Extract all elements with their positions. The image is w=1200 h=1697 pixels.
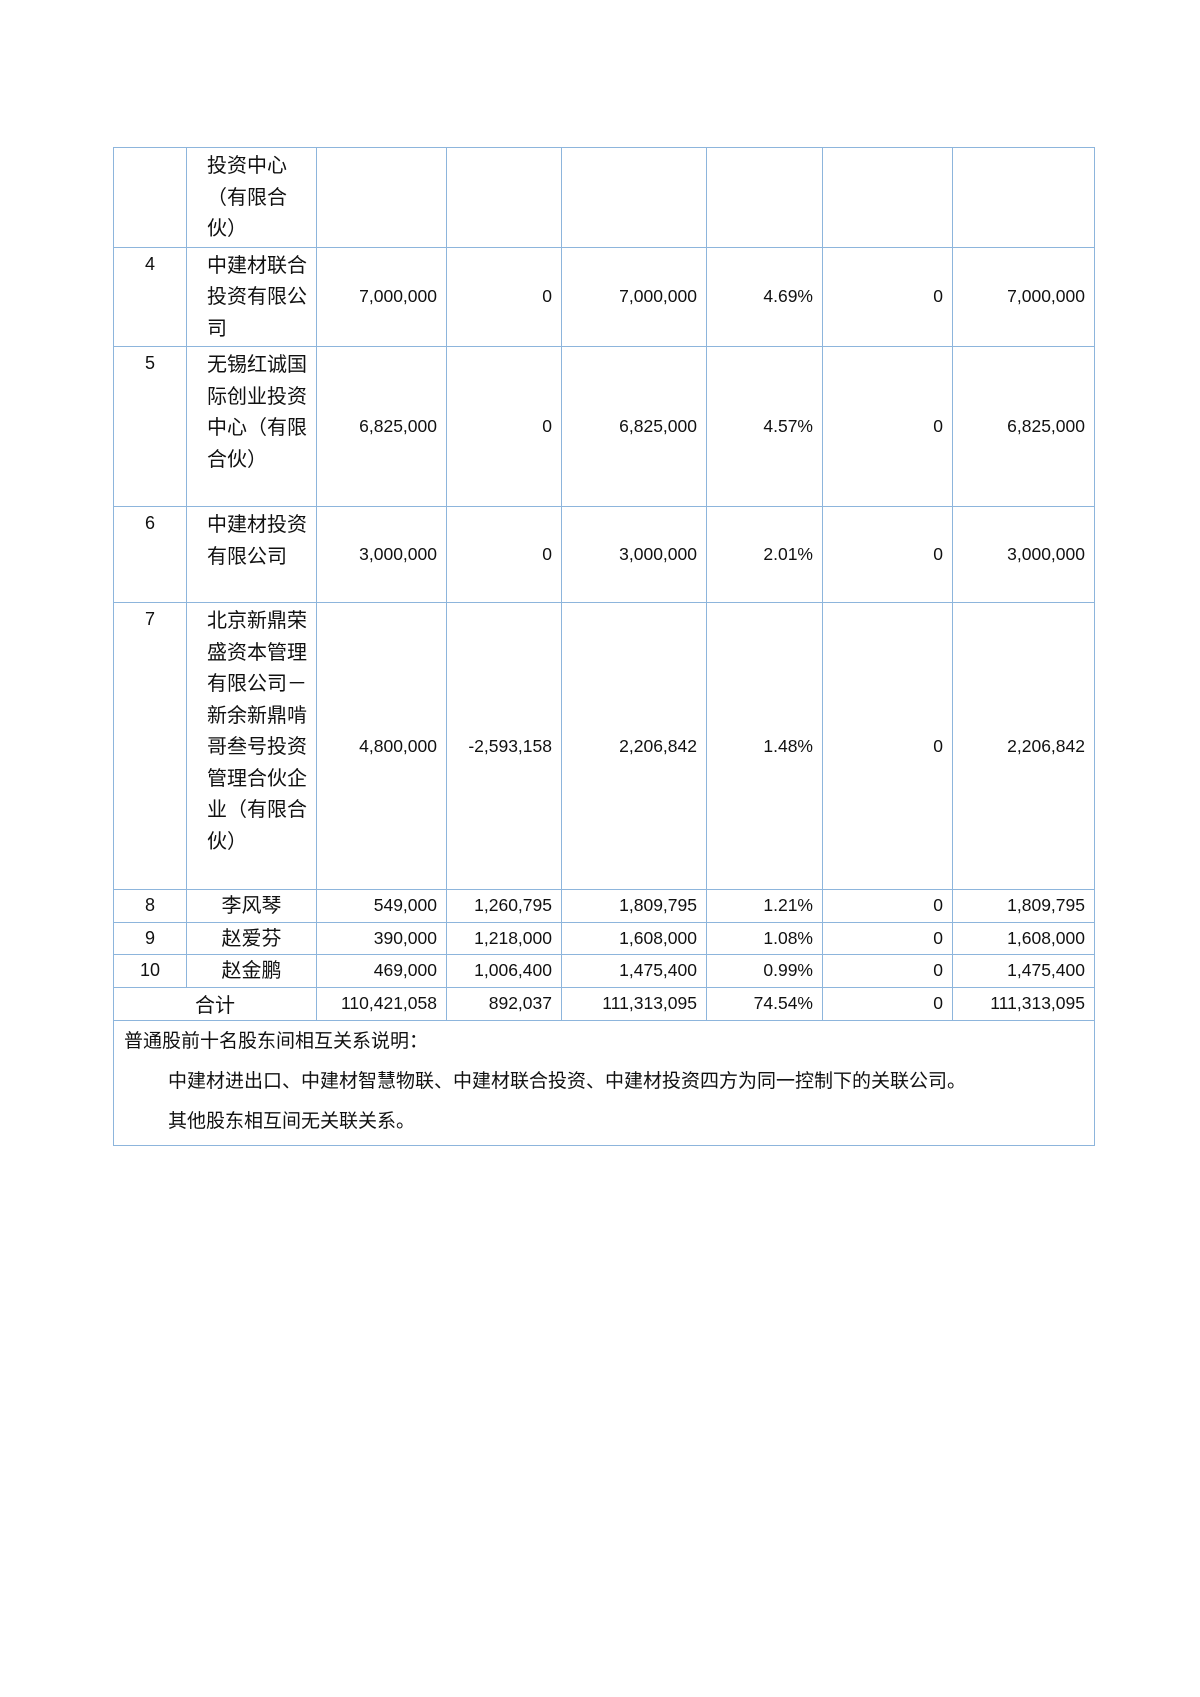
shares-start: 3,000,000 (316, 506, 447, 603)
shares-change: 0 (446, 506, 562, 603)
shares-start: 6,825,000 (316, 346, 447, 507)
shares-start: 469,000 (316, 954, 447, 988)
shares-change: 1,006,400 (446, 954, 562, 988)
restricted-shares: 0 (822, 602, 953, 890)
shares-change: -2,593,158 (446, 602, 562, 890)
relationship-note: 普通股前十名股东间相互关系说明： 中建材进出口、中建材智慧物联、中建材联合投资、中… (113, 1019, 1095, 1146)
holding-ratio: 1.08% (706, 921, 823, 955)
table-row: 10 赵金鹏 469,000 1,006,400 1,475,400 0.99% 0 1,47… (113, 954, 1095, 988)
holding-ratio (706, 147, 823, 248)
total-row: 合计 110,421,058 892,037 111,313,095 74.54% 0 11… (113, 986, 1095, 1021)
total-value: 110,421,058 (316, 986, 447, 1021)
shares-end: 6,825,000 (561, 346, 707, 507)
holding-ratio: 4.57% (706, 346, 823, 507)
restricted-shares: 0 (822, 889, 953, 923)
shareholder-name: 赵金鹏 (186, 954, 317, 988)
shares-change: 0 (446, 346, 562, 507)
note-row: 普通股前十名股东间相互关系说明： 中建材进出口、中建材智慧物联、中建材联合投资、中… (113, 1019, 1095, 1146)
shares-change: 0 (446, 246, 562, 347)
table-row: 9 赵爱芬 390,000 1,218,000 1,608,000 1.08% 0 1,608… (113, 921, 1095, 955)
shareholder-name: 北京新鼎荣盛资本管理有限公司－新余新鼎啃哥叁号投资管理合伙企业（有限合伙） (186, 602, 317, 890)
total-value: 0 (822, 986, 953, 1021)
table-row: 4 中建材联合投资有限公司 7,000,000 0 7,000,000 4.69% 0 7,0… (113, 246, 1095, 347)
holding-ratio: 4.69% (706, 246, 823, 347)
shareholder-name: 李风琴 (186, 889, 317, 923)
table-row: 5 无锡红诚国际创业投资中心（有限合伙） 6,825,000 0 6,825,000 4.… (113, 346, 1095, 507)
row-index: 10 (113, 954, 187, 988)
note-title: 普通股前十名股东间相互关系说明： (124, 1029, 429, 1052)
row-index: 5 (113, 346, 187, 507)
shares-end: 1,475,400 (561, 954, 707, 988)
table-row: 8 李风琴 549,000 1,260,795 1,809,795 1.21% 0 1,809… (113, 889, 1095, 923)
note-line: 其他股东相互间无关联关系。 (168, 1109, 416, 1132)
unrestricted-shares: 7,000,000 (952, 246, 1095, 347)
unrestricted-shares: 1,809,795 (952, 889, 1095, 923)
holding-ratio: 1.21% (706, 889, 823, 923)
shares-start: 7,000,000 (316, 246, 447, 347)
shares-end: 1,809,795 (561, 889, 707, 923)
total-value: 111,313,095 (561, 986, 707, 1021)
shares-start: 549,000 (316, 889, 447, 923)
restricted-shares: 0 (822, 921, 953, 955)
holding-ratio: 1.48% (706, 602, 823, 890)
restricted-shares: 0 (822, 246, 953, 347)
shares-start (316, 147, 447, 248)
row-index: 7 (113, 602, 187, 890)
unrestricted-shares (952, 147, 1095, 248)
table-row: 投资中心（有限合伙） (113, 147, 1095, 248)
unrestricted-shares: 1,475,400 (952, 954, 1095, 988)
row-index: 8 (113, 889, 187, 923)
shares-end: 1,608,000 (561, 921, 707, 955)
row-index (113, 147, 187, 248)
row-index: 9 (113, 921, 187, 955)
shares-change (446, 147, 562, 248)
note-line: 中建材进出口、中建材智慧物联、中建材联合投资、中建材投资四方为同一控制下的关联公… (168, 1069, 967, 1092)
shares-change: 1,260,795 (446, 889, 562, 923)
shares-end: 2,206,842 (561, 602, 707, 890)
shares-end: 3,000,000 (561, 506, 707, 603)
total-value: 111,313,095 (952, 986, 1095, 1021)
holding-ratio: 2.01% (706, 506, 823, 603)
table-row: 7 北京新鼎荣盛资本管理有限公司－新余新鼎啃哥叁号投资管理合伙企业（有限合伙） 4,… (113, 602, 1095, 890)
shares-end: 7,000,000 (561, 246, 707, 347)
shareholder-name: 赵爱芬 (186, 921, 317, 955)
shareholder-name: 中建材投资有限公司 (186, 506, 317, 603)
restricted-shares (822, 147, 953, 248)
shares-change: 1,218,000 (446, 921, 562, 955)
shareholder-name: 投资中心（有限合伙） (186, 147, 317, 248)
holding-ratio: 0.99% (706, 954, 823, 988)
shareholder-table: 投资中心（有限合伙） 4 中建材联合投资有限公司 7,000,000 0 7,000,00… (113, 147, 1095, 1146)
total-value: 892,037 (446, 986, 562, 1021)
total-label: 合计 (113, 986, 317, 1021)
unrestricted-shares: 3,000,000 (952, 506, 1095, 603)
unrestricted-shares: 1,608,000 (952, 921, 1095, 955)
table-row: 6 中建材投资有限公司 3,000,000 0 3,000,000 2.01% 0 3,000… (113, 506, 1095, 603)
restricted-shares: 0 (822, 506, 953, 603)
shares-end (561, 147, 707, 248)
restricted-shares: 0 (822, 954, 953, 988)
shares-start: 390,000 (316, 921, 447, 955)
total-value: 74.54% (706, 986, 823, 1021)
row-index: 4 (113, 246, 187, 347)
shareholder-name: 中建材联合投资有限公司 (186, 246, 317, 347)
row-index: 6 (113, 506, 187, 603)
shares-start: 4,800,000 (316, 602, 447, 890)
unrestricted-shares: 2,206,842 (952, 602, 1095, 890)
unrestricted-shares: 6,825,000 (952, 346, 1095, 507)
restricted-shares: 0 (822, 346, 953, 507)
shareholder-name: 无锡红诚国际创业投资中心（有限合伙） (186, 346, 317, 507)
